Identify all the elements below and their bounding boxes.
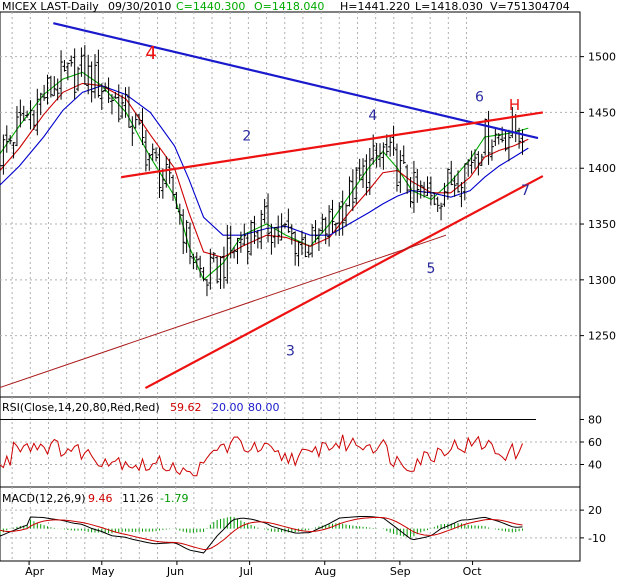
price-y-tick-label: 1500: [588, 51, 616, 64]
volume-value: V=751304704: [490, 0, 570, 13]
wave-label: 4: [145, 43, 156, 64]
x-tick-label: Jul: [239, 565, 253, 578]
macd-header: MACD(12,26,9) 9.46 11.26 -1.79: [2, 492, 188, 505]
x-tick-label: Apr: [25, 565, 45, 578]
wave-label: H: [509, 96, 520, 114]
trendlines: [0, 22, 544, 390]
macd-panel: 20 -10: [0, 486, 606, 562]
trendline-red: [144, 175, 544, 390]
macd-hist-value: -1.79: [160, 492, 188, 505]
trendline-darkred: [0, 234, 447, 389]
trendline-blue: [53, 22, 539, 140]
x-tick-label: Jun: [166, 565, 184, 578]
rsi-value: 59.62: [170, 401, 202, 414]
macd-y-tick-label: 20: [588, 504, 602, 517]
wave-label: 3: [286, 344, 295, 360]
price-panel: 1250 1300 1350 1400 1450 1500 4 2 4 6 H 3 5 7: [0, 11, 616, 398]
candles: [0, 45, 525, 297]
macd-signal-value: 11.26: [122, 492, 154, 505]
x-tick-label: Sep: [390, 565, 411, 578]
macd-y-axis: 20 -10: [580, 504, 606, 545]
price-y-axis: 1250 1300 1350 1400 1450 1500: [580, 51, 616, 343]
macd-title: MACD(12,26,9): [2, 492, 86, 505]
rsi-y-axis: 40 60 80: [580, 414, 602, 472]
rsi-y-tick-label: 40: [588, 459, 602, 472]
price-y-tick-label: 1450: [588, 106, 616, 119]
macd-grid: [0, 487, 580, 561]
price-annotations: 4 2 4 6 H 3 5 7: [145, 43, 530, 360]
ma-line-red: [0, 82, 529, 259]
rsi-low-value: 20.00: [212, 401, 244, 414]
rsi-line: [0, 434, 523, 477]
macd-panel-frame: [0, 486, 581, 562]
wave-label: 7: [521, 183, 530, 199]
price-y-tick-label: 1350: [588, 218, 616, 231]
x-axis: Apr May Jun Jul Aug Sep Oct: [25, 561, 482, 578]
rsi-y-tick-label: 60: [588, 436, 602, 449]
moving-averages: [0, 71, 529, 281]
price-y-tick-label: 1400: [588, 162, 616, 175]
x-tick-label: Aug: [315, 565, 336, 578]
wave-label: 6: [475, 89, 484, 105]
rsi-title: RSI(Close,14,20,80,Red,Red): [2, 401, 160, 414]
high-value: H=1441.220: [340, 0, 410, 13]
x-tick-label: May: [92, 565, 115, 578]
rsi-header: RSI(Close,14,20,80,Red,Red) 59.62 20.00 …: [2, 401, 280, 414]
rsi-grid: [0, 397, 580, 487]
price-panel-frame: [0, 11, 581, 398]
close-value: C=1440.300: [176, 0, 245, 13]
rsi-series: [0, 434, 523, 477]
price-y-tick-label: 1250: [588, 330, 616, 343]
macd-signal-line: [0, 517, 523, 551]
macd-value: 9.46: [88, 492, 113, 505]
low-value: L=1418.030: [415, 0, 483, 13]
wave-label: 5: [427, 261, 436, 277]
price-header: MICEX LAST-Daily 09/30/2010 C=1440.300 O…: [2, 0, 570, 13]
date-label: 09/30/2010: [108, 0, 171, 13]
rsi-high-value: 80.00: [248, 401, 280, 414]
symbol-label: MICEX LAST-Daily: [2, 0, 99, 13]
open-value: O=1418.040: [254, 0, 324, 13]
trendline-red: [121, 111, 544, 179]
ma-line-green: [0, 71, 529, 281]
wave-label: 2: [242, 128, 251, 144]
price-y-tick-label: 1300: [588, 274, 616, 287]
x-tick-label: Oct: [463, 565, 483, 578]
macd-y-tick-label: -10: [588, 532, 606, 545]
rsi-y-tick-label: 80: [588, 414, 602, 427]
macd-series: [0, 516, 523, 554]
rsi-panel: 40 60 80: [0, 396, 602, 488]
wave-label: 4: [368, 108, 377, 124]
price-grid: [0, 12, 580, 397]
